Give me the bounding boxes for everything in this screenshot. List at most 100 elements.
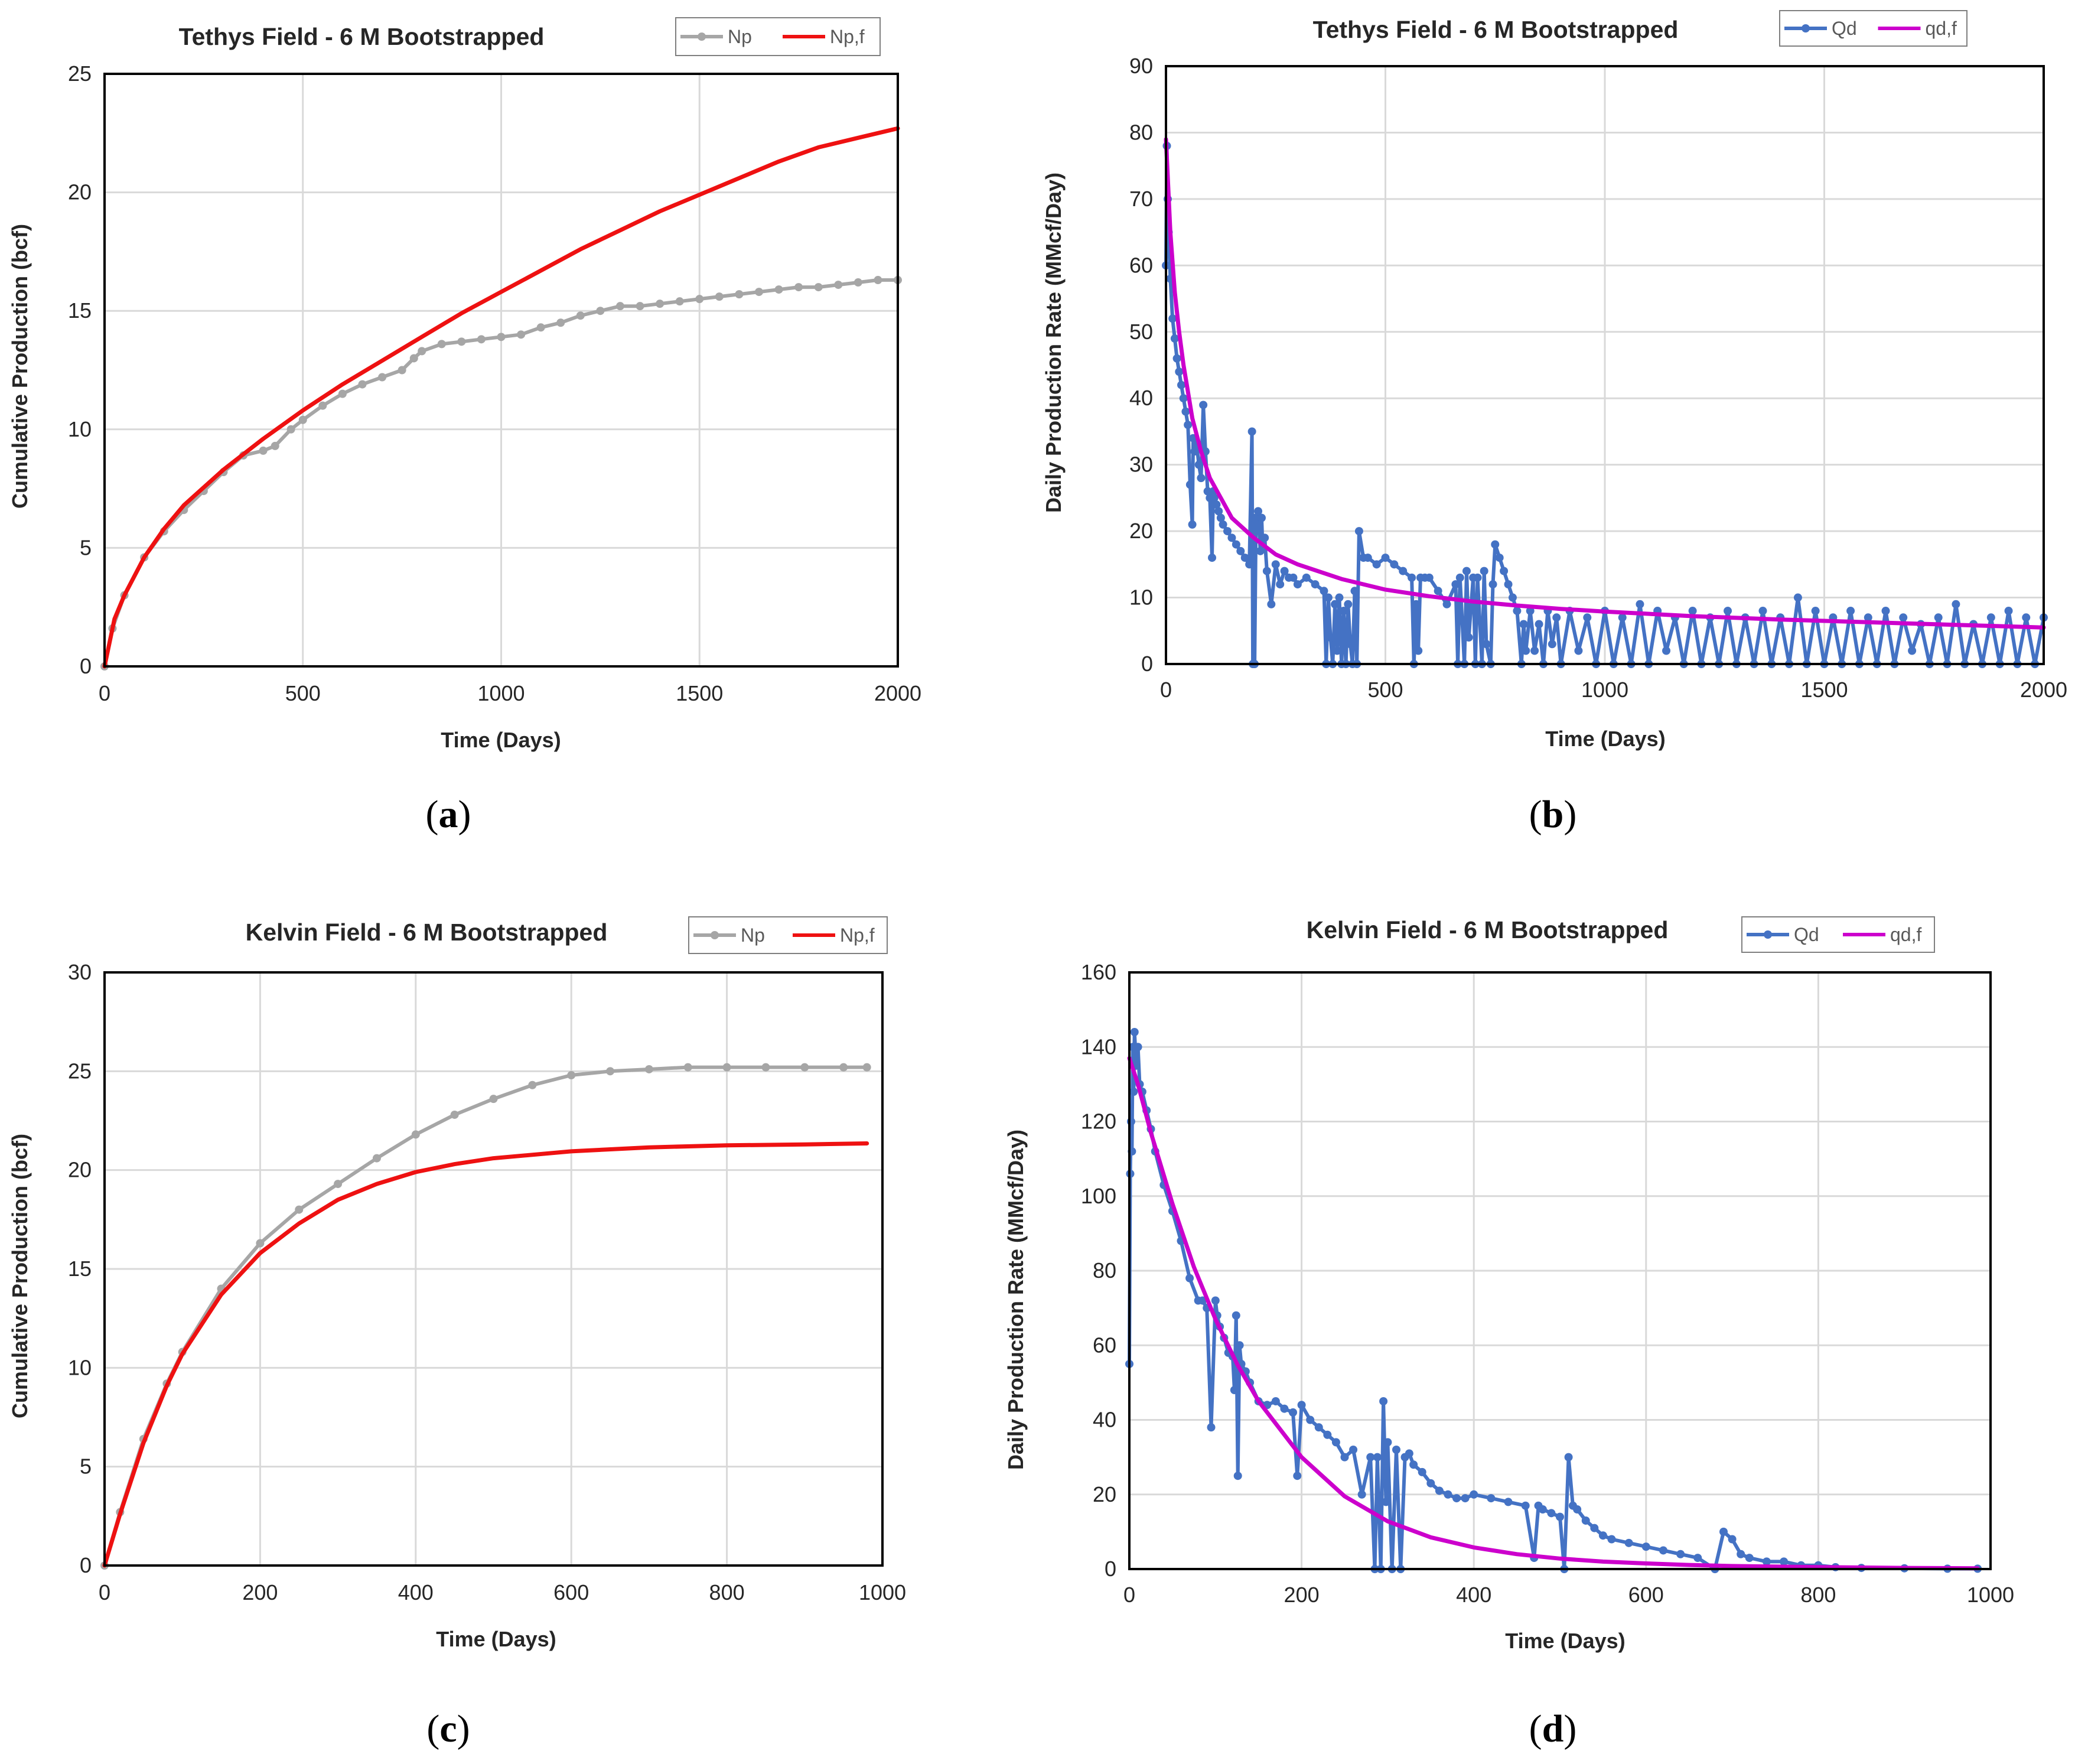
data-point [1320, 587, 1328, 595]
x-tick-label: 0 [99, 681, 110, 705]
data-point [1363, 554, 1372, 562]
data-point [411, 1130, 420, 1139]
data-point [1331, 600, 1340, 608]
series-qd [1162, 141, 2048, 668]
y-tick-label: 20 [1093, 1482, 1116, 1506]
plot-area-border [103, 971, 884, 1567]
data-point [259, 446, 268, 455]
data-point [1425, 573, 1434, 582]
y-tick-label: 5 [80, 1454, 92, 1479]
data-point [2004, 607, 2013, 616]
data-point [1564, 1453, 1573, 1462]
data-point [1267, 600, 1276, 608]
data-point [2022, 613, 2031, 622]
data-point [854, 278, 862, 287]
data-point [1185, 1274, 1194, 1283]
data-point [1181, 407, 1190, 416]
x-tick-label: 400 [1456, 1583, 1491, 1607]
plot-area-border [1165, 65, 2045, 665]
y-tick-label: 5 [80, 535, 92, 559]
data-point [794, 283, 803, 292]
x-tick-label: 600 [553, 1580, 589, 1604]
data-point [372, 1154, 381, 1163]
data-point [1390, 560, 1399, 569]
data-point [1335, 593, 1344, 602]
data-point [1552, 613, 1561, 622]
data-point [1339, 607, 1348, 616]
series-qd-f [1164, 137, 2046, 630]
series-qd [1125, 1028, 1982, 1573]
y-axis-title: Cumulative Production (bcf) [8, 1134, 32, 1418]
data-point [1487, 1494, 1496, 1503]
x-axis-title: Time (Days) [441, 728, 561, 752]
data-point [1662, 646, 1671, 655]
x-tick-label: 1000 [477, 681, 525, 705]
data-point [1488, 580, 1497, 589]
gridlines [1129, 972, 1991, 1569]
data-point [1521, 1501, 1530, 1510]
data-point [378, 373, 387, 382]
data-point [1522, 646, 1530, 655]
data-point [1444, 1490, 1452, 1499]
legend-marker [1764, 930, 1772, 939]
data-point [338, 389, 347, 398]
data-point [1168, 314, 1177, 323]
data-point [334, 1180, 343, 1189]
data-point [418, 347, 426, 356]
chart-title: Kelvin Field - 6 M Bootstrapped [246, 919, 608, 946]
data-point [1846, 607, 1855, 616]
data-point [1302, 573, 1311, 582]
series-line [102, 1141, 869, 1568]
y-tick-label: 15 [68, 1257, 92, 1281]
data-point [517, 330, 526, 339]
data-point [1455, 573, 1464, 582]
data-point [1333, 646, 1341, 655]
data-point [1297, 1401, 1306, 1410]
data-point [1480, 567, 1488, 575]
y-tick-label: 30 [1129, 453, 1153, 477]
data-point [1344, 600, 1353, 608]
data-point [1208, 554, 1217, 562]
data-point [1504, 580, 1513, 589]
x-axis-title: Time (Days) [1505, 1629, 1625, 1653]
y-tick-label: 120 [1081, 1109, 1116, 1134]
series-np-f [102, 126, 900, 669]
y-tick-label: 0 [80, 1553, 92, 1577]
data-point [1293, 1472, 1302, 1480]
x-tick-label: 200 [1284, 1583, 1320, 1607]
data-point [1952, 600, 1960, 608]
y-tick-label: 60 [1129, 253, 1153, 277]
data-point [1306, 1415, 1315, 1424]
y-tick-label: 10 [68, 417, 92, 441]
data-point [1598, 1531, 1607, 1540]
data-point [1357, 1490, 1366, 1499]
data-point [1188, 520, 1197, 529]
chart-title: Tethys Field - 6 M Bootstrapped [179, 23, 545, 50]
data-point [1232, 1311, 1240, 1320]
data-point [1641, 1542, 1650, 1551]
y-tick-label: 15 [68, 298, 92, 323]
data-point [636, 302, 644, 311]
data-point [1211, 1296, 1220, 1305]
data-point [1408, 573, 1416, 582]
data-point [286, 425, 295, 434]
data-point [1435, 1486, 1444, 1495]
data-point [761, 1063, 770, 1072]
data-point [1899, 613, 1908, 622]
series-line [102, 126, 900, 669]
y-tick-label: 10 [68, 1355, 92, 1379]
data-point [1236, 546, 1245, 555]
data-point [271, 441, 279, 450]
y-axis-title: Daily Production Rate (MMcf/Day) [1041, 173, 1066, 513]
data-point [1198, 1296, 1207, 1305]
data-point [1526, 607, 1535, 616]
legend: Qd qd,f [1779, 10, 1967, 47]
data-point [1235, 1341, 1244, 1350]
legend-label: Np,f [840, 925, 875, 946]
data-point [1350, 587, 1359, 595]
data-point [1934, 613, 1943, 622]
data-point [1405, 1449, 1413, 1458]
data-point [1280, 1404, 1289, 1413]
x-tick-label: 1500 [676, 681, 723, 705]
data-point [1758, 607, 1767, 616]
